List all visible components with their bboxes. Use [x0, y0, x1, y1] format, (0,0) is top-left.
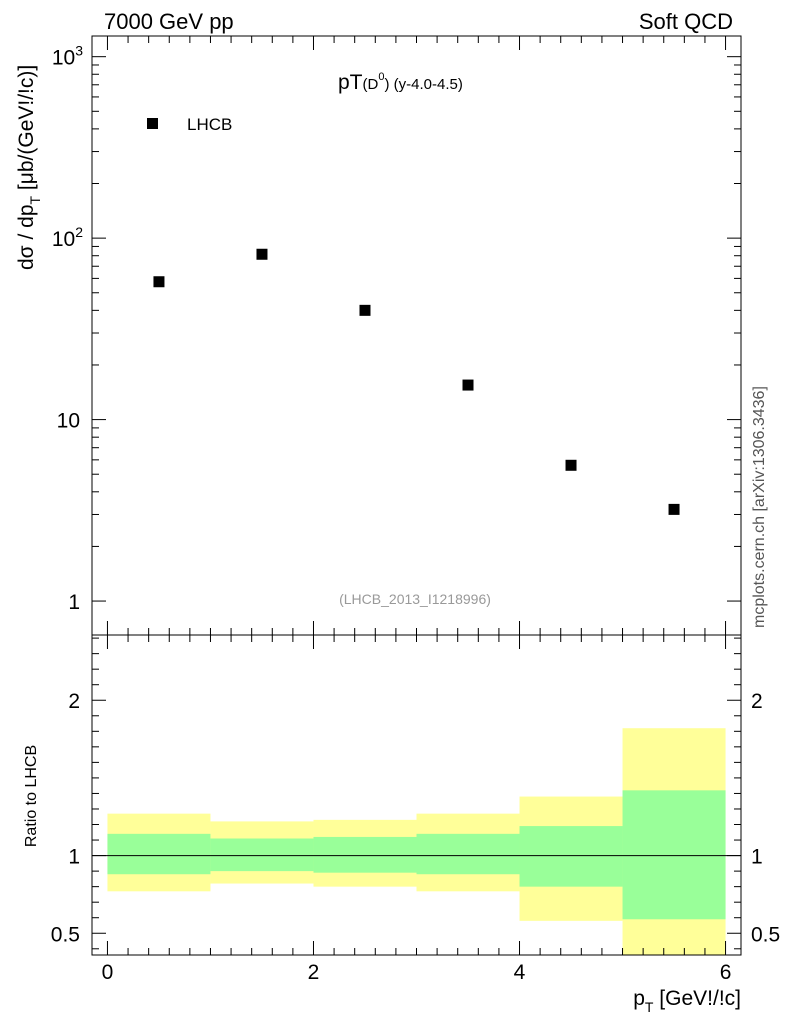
- plot-title: pT(D0) (y-4.0-4.5): [338, 71, 463, 94]
- main-y-tick-label: 1: [68, 591, 80, 614]
- ratio-y-tick-label-right: 2: [751, 690, 763, 713]
- header-right-label: Soft QCD: [639, 9, 733, 34]
- legend-marker-lhcb: [147, 118, 158, 129]
- ratio-y-tick-label-right: 1: [751, 846, 763, 869]
- data-point-lhcb: [153, 276, 165, 288]
- main-y-tick-label: 10: [57, 410, 80, 433]
- main-panel: 1 10 102 103 pT(D0) (y-4.0-4.5) LHCB (LHCB_…: [15, 35, 742, 636]
- x-tick-label: 0: [102, 961, 114, 984]
- data-point-lhcb: [462, 379, 474, 391]
- ratio-y-tick-label-left: 0.5: [51, 923, 80, 946]
- main-y-tick-labels: 1 10 102 103: [52, 43, 83, 614]
- ratio-y-tick-label-right: 0.5: [751, 923, 780, 946]
- title-sup: 0: [378, 71, 384, 83]
- title-suffix: (y-4.0-4.5): [389, 76, 462, 93]
- main-y-tick-label: 102: [52, 224, 83, 251]
- data-point-lhcb: [565, 459, 577, 471]
- ratio-y-tick-labels: 0.5 0.5 1 1 2 2: [51, 690, 780, 946]
- ratio-axis-ticks: [92, 635, 741, 955]
- side-source-note: mcplots.cern.ch [arXiv:1306.3436]: [751, 386, 768, 628]
- x-tick-label: 4: [514, 961, 526, 984]
- analysis-id-annotation: (LHCB_2013_I1218996): [339, 591, 491, 607]
- ratio-inner-band: [313, 836, 417, 873]
- data-point-lhcb: [668, 503, 680, 515]
- title-open: (D: [363, 76, 379, 93]
- ratio-inner-band: [519, 826, 623, 887]
- title-main: pT: [338, 71, 363, 94]
- title-close: ): [384, 76, 389, 93]
- data-point-lhcb: [359, 304, 371, 316]
- data-points: [153, 248, 680, 515]
- ratio-inner-band: [622, 790, 726, 920]
- x-tick-label: 6: [720, 961, 732, 984]
- ratio-panel: 0.5 0.5 1 1 2 2 0 2 4 6 Ratio to LHCB pT [GeV!/!…: [23, 634, 780, 1015]
- ratio-inner-band: [210, 838, 314, 872]
- main-y-tick-label: 103: [52, 43, 83, 70]
- ratio-y-tick-label-left: 2: [68, 690, 80, 713]
- legend-label-lhcb: LHCB: [187, 115, 232, 134]
- ratio-y-axis-label: Ratio to LHCB: [23, 745, 40, 847]
- ratio-frame: [91, 634, 742, 956]
- header-left-label: 7000 GeV pp: [104, 9, 234, 34]
- x-axis-label: pT [GeV!/!c]: [633, 987, 741, 1015]
- ratio-inner-band: [416, 833, 520, 875]
- data-point-lhcb: [256, 248, 268, 260]
- main-axis-ticks: [92, 36, 741, 635]
- ratio-bands: [107, 728, 726, 955]
- x-tick-label: 2: [308, 961, 320, 984]
- main-y-axis-label: dσ / dpT [μb/(GeV!/!c)]: [15, 65, 43, 270]
- ratio-inner-band: [107, 833, 211, 875]
- ratio-x-tick-labels: 0 2 4 6: [102, 961, 732, 984]
- ratio-y-tick-label-left: 1: [68, 846, 80, 869]
